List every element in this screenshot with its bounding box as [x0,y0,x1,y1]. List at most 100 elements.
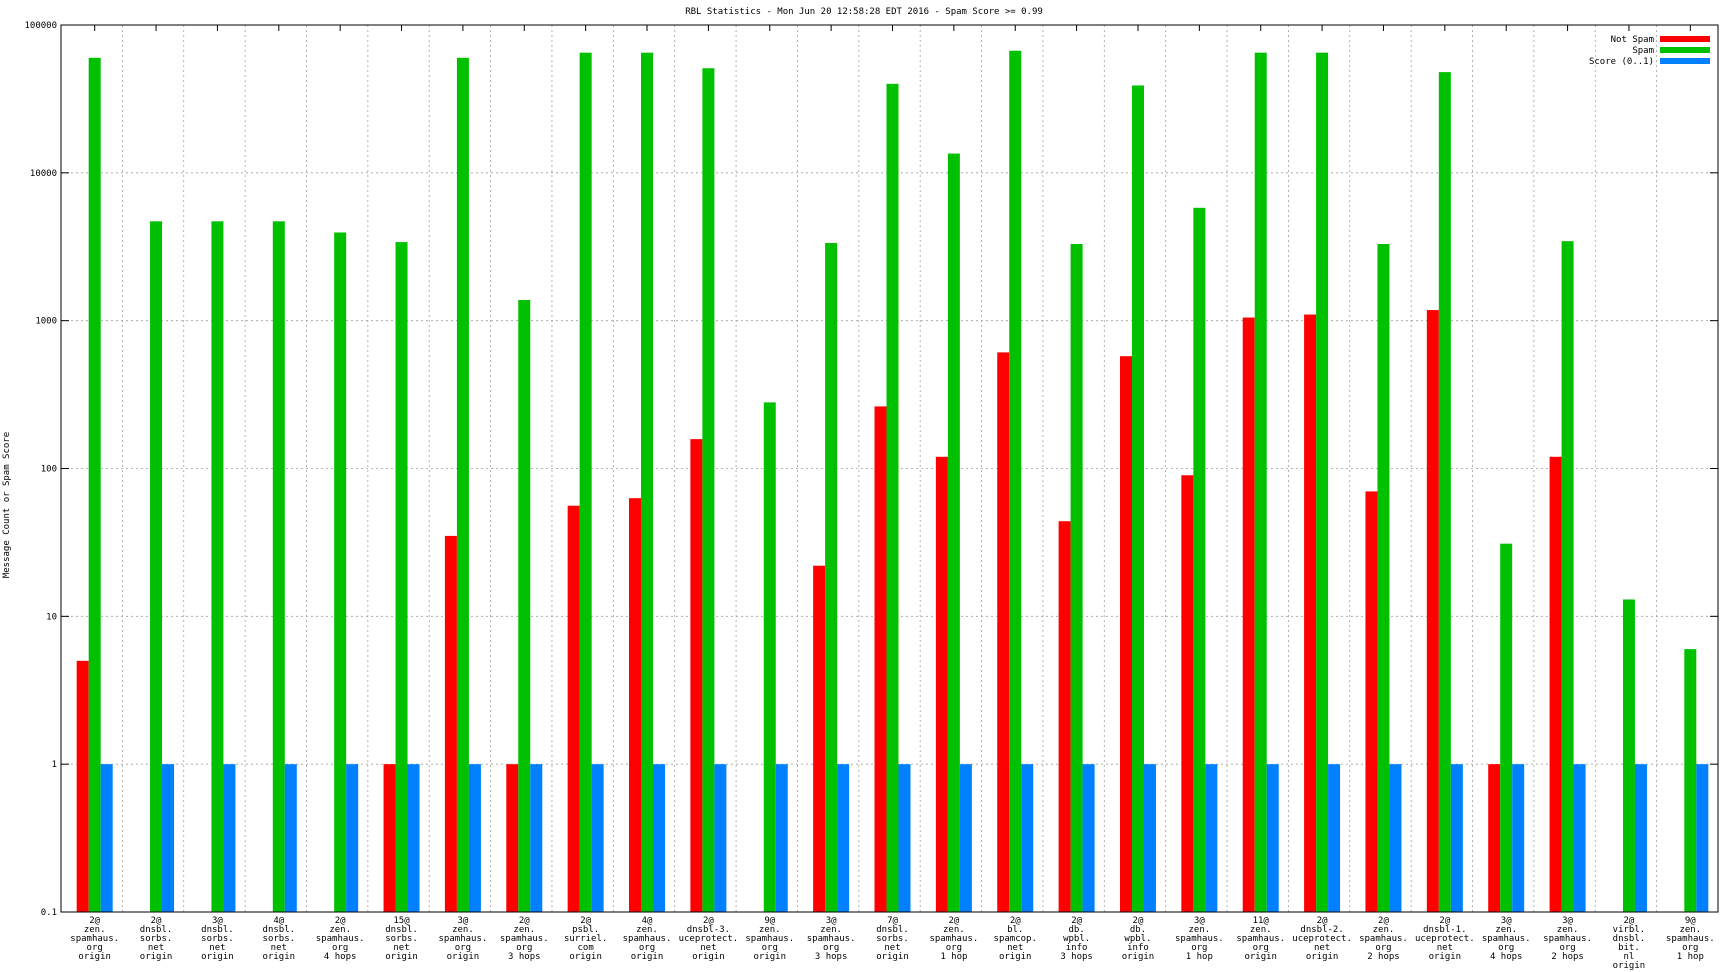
bar-spam [1684,649,1697,912]
bar-score [1573,764,1586,912]
bar-spam [1316,52,1329,912]
bar-not-spam [935,456,948,912]
x-tick-label: 2@ zen. spamhaus. org 1 hop [929,916,978,962]
legend-label-score: Score (0..1) [1589,57,1654,67]
y-tick-label: 0.1 [41,908,57,918]
x-tick-label: 9@ zen. spamhaus. org 1 hop [1666,916,1715,962]
x-tick-label: 3@ zen. spamhaus. org 2 hops [1543,916,1592,962]
bar-spam [88,57,101,913]
y-tick-labels: 0.1 1 10 100 1000 10000 100000 [24,21,57,918]
y-tick-label: 10000 [30,169,57,179]
x-tick-label: 3@ zen. spamhaus. org 1 hop [1175,916,1224,962]
bar-not-spam [813,565,826,912]
bar-score [898,764,911,912]
bar-spam [211,221,224,912]
bar-score [959,764,972,912]
bar-not-spam [690,439,703,912]
bar-not-spam [629,498,642,912]
bar-not-spam [1488,764,1501,912]
bar-spam [641,52,654,912]
x-tick-label: 2@ db. wpbl. info origin [1122,916,1155,962]
bar-score [284,764,297,912]
bar-score [1634,764,1647,912]
bar-not-spam [1119,356,1132,912]
bar-score [162,764,175,912]
x-tick-label: 2@ dnsbl-2. uceprotect. net origin [1292,916,1352,962]
bar-score [530,764,543,912]
bar-not-spam [1242,317,1255,912]
bar-spam [518,299,531,912]
bar-not-spam [997,352,1010,912]
bar-spam [886,83,899,912]
x-tick-label: 2@ dnsbl. sorbs. net origin [140,916,173,962]
x-tick-label: 2@ zen. spamhaus. org 4 hops [316,916,365,962]
bar-score [1512,764,1525,912]
y-tick-label: 1 [52,760,57,770]
bar-spam [1377,244,1390,913]
x-tick-label: 4@ dnsbl. sorbs. net origin [263,916,296,962]
x-tick-label: 9@ zen. spamhaus. org origin [745,916,794,962]
x-tick-label: 15@ dnsbl. sorbs. net origin [385,916,418,962]
x-tick-label: 2@ dnsbl-3. uceprotect. net origin [679,916,739,962]
bar-spam [1193,207,1206,912]
bar-score [1696,764,1709,912]
x-tick-label: 3@ dnsbl. sorbs. net origin [201,916,234,962]
bar-not-spam [76,660,89,912]
x-tick-label: 2@ zen. spamhaus. org 2 hops [1359,916,1408,962]
x-tick-label: 2@ zen. spamhaus. org origin [70,916,119,962]
bar-score [1328,764,1341,912]
bar-spam [1254,52,1267,912]
bars-layer [76,50,1709,913]
bar-spam [334,232,347,912]
bar-spam [150,221,163,912]
bar-spam [1009,50,1022,913]
bar-score [1266,764,1279,912]
x-tick-label: 3@ zen. spamhaus. org 4 hops [1482,916,1531,962]
bar-spam [1131,85,1144,912]
bar-spam [1561,241,1574,913]
bar-score [407,764,420,912]
bar-not-spam [506,764,519,912]
x-tick-labels: 2@ zen. spamhaus. org origin 2@ dnsbl. sorbs. ne… [70,916,1714,971]
x-tick-label: 7@ dnsbl. sorbs. net origin [876,916,909,962]
y-axis-label: Message Count or Spam Score [2,432,12,578]
bar-spam [702,68,715,912]
plot-frame [60,24,1719,913]
bar-score [1389,764,1402,912]
bar-not-spam [1426,310,1439,912]
bar-spam [763,402,776,912]
bar-score [1143,764,1156,912]
bar-score [1450,764,1463,912]
bar-score [1205,764,1218,912]
legend-swatch-score [1660,58,1710,64]
bar-spam [1622,599,1635,912]
bar-score [653,764,666,912]
bar-spam [1070,244,1083,913]
legend-swatch-not-spam [1660,36,1710,42]
bar-score [714,764,727,912]
x-tick-label: 4@ zen. spamhaus. org origin [623,916,672,962]
bar-score [100,764,113,912]
x-tick-label: 2@ dnsbl-1. uceprotect. net origin [1415,916,1475,962]
bar-score [223,764,236,912]
bar-not-spam [383,764,396,912]
legend-swatch-spam [1660,47,1710,53]
legend-label-not-spam: Not Spam [1611,35,1654,45]
bar-not-spam [1365,491,1378,912]
bar-spam [1438,72,1451,912]
bar-spam [825,243,838,912]
bar-spam [456,57,469,913]
bar-score [1021,764,1034,912]
bar-not-spam [1304,314,1317,912]
bar-spam [395,242,408,912]
bar-score [1082,764,1095,912]
bar-spam [1500,543,1513,912]
bar-not-spam [1549,456,1562,912]
x-tick-label: 2@ psbl. surriel. com origin [564,916,607,962]
chart-title: RBL Statistics - Mon Jun 20 12:58:28 EDT… [685,7,1043,17]
bar-spam [579,52,592,912]
y-tick-label: 1000 [35,317,57,327]
x-tick-label: 2@ zen. spamhaus. org 3 hops [500,916,549,962]
